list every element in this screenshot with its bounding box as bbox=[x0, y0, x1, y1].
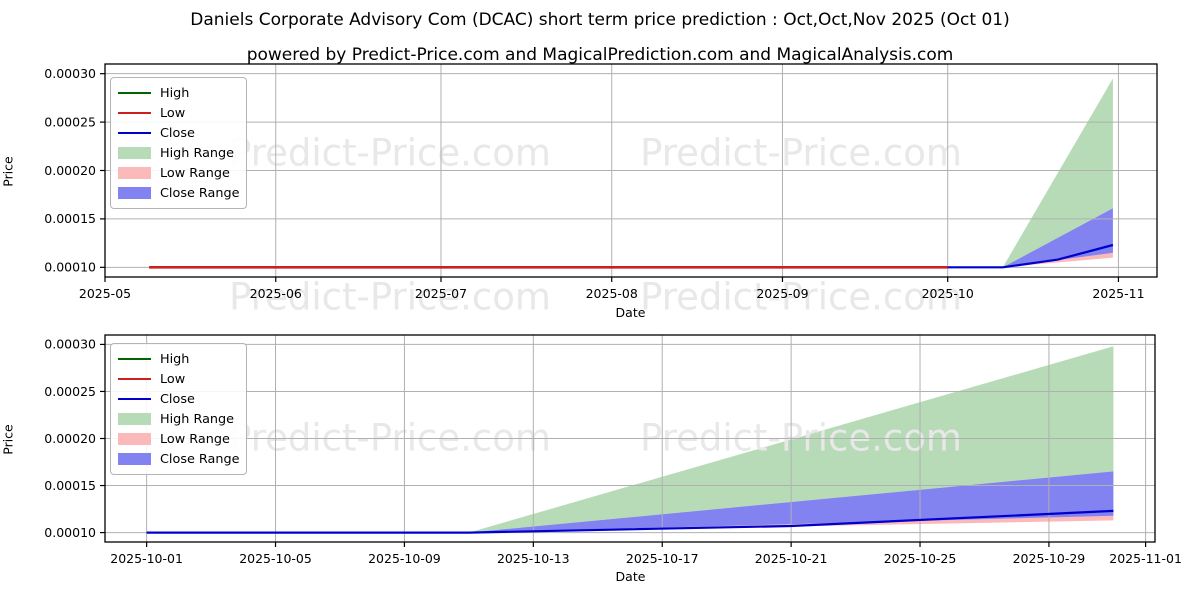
y-tick-label: 0.00020 bbox=[44, 163, 96, 178]
legend-item-high: High bbox=[118, 349, 239, 369]
x-tick-label: 2025-10-05 bbox=[239, 551, 312, 566]
legend-item-high-range: High Range bbox=[118, 409, 239, 429]
legend-label: High bbox=[160, 85, 190, 101]
close-swatch bbox=[118, 132, 151, 134]
price-chart-top: Predict-Price.com Predict-Price.com 2025-0… bbox=[44, 63, 1158, 301]
low-swatch bbox=[118, 112, 151, 114]
legend-label: Close Range bbox=[160, 185, 240, 201]
x-tick-label: 2025-10-13 bbox=[497, 551, 570, 566]
close-range-swatch bbox=[118, 453, 151, 465]
legend-label: Low Range bbox=[160, 165, 230, 181]
x-tick-label: 2025-05 bbox=[79, 286, 131, 301]
close-range-swatch bbox=[118, 187, 151, 199]
x-tick-label: 2025-10-21 bbox=[755, 551, 828, 566]
x-tick-label: 2025-10-09 bbox=[368, 551, 441, 566]
low-range-swatch bbox=[118, 167, 151, 179]
close-line bbox=[947, 243, 1114, 269]
x-tick-label: 2025-06 bbox=[250, 286, 302, 301]
legend-label: Low bbox=[160, 105, 186, 121]
x-axis-label-top: Date bbox=[615, 305, 646, 320]
high-swatch bbox=[118, 92, 151, 94]
legend-item-high-range: High Range bbox=[118, 143, 239, 163]
page-subtitle: powered by Predict-Price.com and Magical… bbox=[246, 45, 954, 65]
legend-label: High Range bbox=[160, 411, 235, 427]
y-tick-label: 0.00010 bbox=[44, 525, 96, 540]
x-tick-label: 2025-07 bbox=[415, 286, 467, 301]
y-tick-label: 0.00025 bbox=[44, 384, 96, 399]
y-tick-label: 0.00025 bbox=[44, 114, 96, 129]
legend-item-close-range: Close Range bbox=[118, 449, 240, 469]
legend-item-low: Low bbox=[118, 103, 239, 123]
high-range-swatch bbox=[118, 413, 151, 425]
legend-item-close: Close bbox=[118, 389, 239, 409]
legend-label: Close bbox=[160, 391, 195, 407]
close-line bbox=[146, 509, 1114, 534]
legend-label: Low Range bbox=[160, 431, 230, 447]
watermark-text: Predict-Price.com bbox=[640, 276, 962, 319]
y-tick-label: 0.00015 bbox=[44, 211, 96, 226]
legend-label: Low bbox=[160, 371, 186, 387]
high-range-area bbox=[1002, 78, 1113, 268]
y-tick-label: 0.00030 bbox=[44, 66, 96, 81]
y-tick-label: 0.00010 bbox=[44, 260, 96, 275]
legend-label: High bbox=[160, 351, 190, 367]
x-tick-label: 2025-11 bbox=[1092, 286, 1144, 301]
legend-item-low: Low bbox=[118, 369, 239, 389]
x-tick-label: 2025-10-29 bbox=[1013, 551, 1086, 566]
low-range-swatch bbox=[118, 433, 151, 445]
y-tick-label: 0.00015 bbox=[44, 478, 96, 493]
legend-label: High Range bbox=[160, 145, 235, 161]
x-tick-label: 2025-08 bbox=[586, 286, 638, 301]
watermark-text: Predict-Price.com bbox=[640, 132, 962, 175]
y-tick-label: 0.00030 bbox=[44, 337, 96, 352]
x-tick-label: 2025-10 bbox=[922, 286, 974, 301]
legend-item-close-range: Close Range bbox=[118, 183, 240, 203]
x-axis-label-bottom: Date bbox=[615, 569, 646, 584]
high-range-swatch bbox=[118, 147, 151, 159]
page-title: Daniels Corporate Advisory Com (DCAC) sh… bbox=[190, 10, 1010, 30]
legend-label: Close bbox=[160, 125, 195, 141]
legend-top-chart: High Low Close High Range Low Range Close Ran… bbox=[110, 77, 247, 209]
price-chart-bottom: Predict-Price.com Predict-Price.com2025-1… bbox=[44, 334, 1182, 566]
y-tick-label: 0.00020 bbox=[44, 431, 96, 446]
legend-item-low-range: Low Range bbox=[118, 429, 239, 449]
legend-item-low-range: Low Range bbox=[118, 163, 239, 183]
legend-label: Close Range bbox=[160, 451, 240, 467]
x-tick-label: 2025-10-01 bbox=[110, 551, 183, 566]
watermark-text: Predict-Price.com bbox=[229, 276, 551, 319]
x-tick-label: 2025-11-01 bbox=[1109, 551, 1182, 566]
x-tick-label: 2025-09 bbox=[756, 286, 808, 301]
low-swatch bbox=[118, 378, 151, 380]
watermark-text: Predict-Price.com bbox=[229, 132, 551, 175]
close-swatch bbox=[118, 398, 151, 400]
y-axis-label-top: Price bbox=[0, 156, 16, 187]
x-tick-label: 2025-10-17 bbox=[626, 551, 699, 566]
x-tick-label: 2025-10-25 bbox=[884, 551, 957, 566]
y-axis-label-bottom: Price bbox=[0, 424, 16, 455]
legend-bottom-chart: High Low Close High Range Low Range Close Ran… bbox=[110, 343, 247, 475]
legend-item-high: High bbox=[118, 83, 239, 103]
legend-item-close: Close bbox=[118, 123, 239, 143]
high-swatch bbox=[118, 358, 151, 360]
